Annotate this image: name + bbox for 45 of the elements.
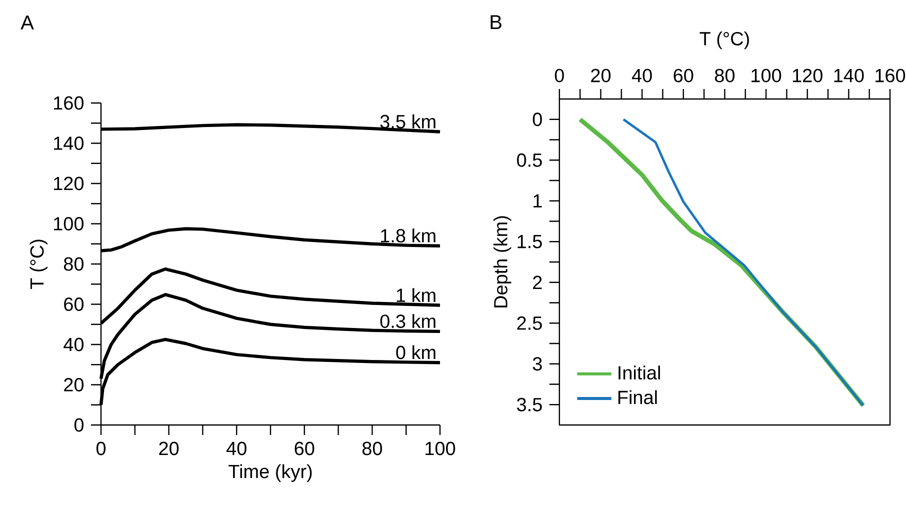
x-tick-label: 160	[876, 68, 906, 82]
x-tick-label: 100	[426, 442, 456, 456]
y-tick-label: 60	[64, 298, 84, 311]
y-tick-label: 0	[74, 418, 84, 432]
series-label: 1 km	[396, 288, 436, 302]
series-label: 1.8 km	[381, 228, 436, 242]
y-tick-label: 0	[532, 112, 542, 126]
x-tick-label: 60	[674, 68, 694, 82]
y-tick-label: 0.5	[517, 153, 542, 167]
y-tick-label: 2	[533, 276, 542, 290]
x-axis-title: T (°C)	[700, 31, 749, 50]
x-tick-label: 40	[226, 442, 246, 456]
y-tick-label: 2.5	[517, 316, 542, 330]
y-tick-label: 20	[64, 378, 84, 392]
y-tick-label: 120	[54, 176, 84, 190]
chart-title: B	[490, 15, 502, 29]
legend-label: Initial	[618, 366, 660, 380]
series-label: 3.5 km	[380, 114, 436, 128]
x-tick-label: 100	[752, 68, 782, 82]
series-label: 0.3 km	[380, 314, 436, 328]
legend-label: Final	[618, 390, 657, 404]
y-tick-label: 160	[54, 96, 84, 110]
x-axis-title: Time (kyr)	[228, 464, 312, 482]
x-tick-label: 140	[834, 68, 864, 82]
y-tick-label: 80	[64, 257, 84, 271]
y-tick-label: 100	[54, 217, 84, 230]
y-tick-label: 40	[64, 338, 84, 352]
series-label: 0 km	[396, 345, 436, 360]
chart-title: A	[20, 16, 34, 30]
y-axis-title: Depth (km)	[493, 216, 512, 308]
x-tick-label: 20	[591, 68, 611, 82]
x-tick-label: 0	[554, 68, 564, 82]
y-axis-title: T (°C)	[30, 240, 48, 289]
x-tick-label: 40	[632, 68, 652, 82]
x-tick-label: 60	[294, 442, 314, 456]
x-tick-label: 120	[792, 68, 822, 82]
y-tick-label: 140	[54, 136, 84, 150]
x-tick-label: 0	[96, 442, 106, 456]
x-tick-label: 80	[362, 442, 382, 456]
y-tick-label: 1.5	[518, 235, 542, 248]
y-tick-label: 3	[532, 357, 542, 371]
y-tick-label: 3.5	[516, 398, 542, 412]
x-tick-label: 80	[714, 68, 735, 82]
x-tick-label: 20	[159, 442, 179, 456]
y-tick-label: 1	[534, 194, 542, 208]
